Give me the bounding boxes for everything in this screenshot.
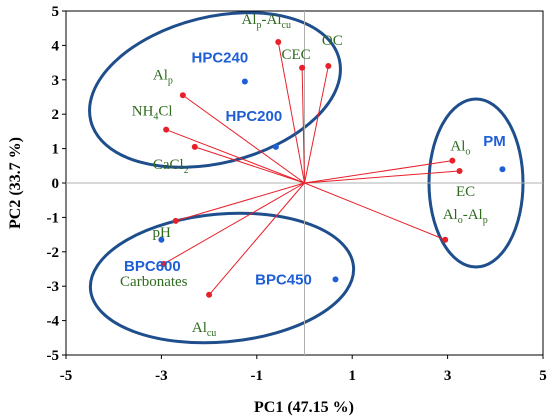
loading-point bbox=[275, 38, 282, 45]
loading-point bbox=[299, 64, 306, 71]
sample-label: BPC450 bbox=[255, 271, 312, 288]
loading-vector bbox=[304, 65, 329, 184]
loading-vector bbox=[163, 182, 305, 265]
y-tick-label: 2 bbox=[52, 107, 60, 123]
loading-point bbox=[442, 236, 449, 243]
loading-label: Alp-Alcu bbox=[242, 12, 291, 31]
y-tick-label: -2 bbox=[47, 245, 60, 261]
loading-label: NH4Cl bbox=[132, 104, 173, 123]
y-tick-label: 0 bbox=[52, 176, 60, 192]
loading-point bbox=[160, 260, 167, 267]
loading-label: pH bbox=[153, 225, 172, 241]
loading-label: Alo-Alp bbox=[443, 207, 488, 226]
sample-point bbox=[241, 78, 248, 85]
loading-point bbox=[206, 291, 213, 298]
x-tick-label: -3 bbox=[155, 368, 168, 384]
loading-point bbox=[449, 157, 456, 164]
loading-point bbox=[163, 126, 170, 133]
loading-vector bbox=[304, 170, 460, 184]
y-tick-label: -3 bbox=[47, 279, 60, 295]
loading-label: Alo bbox=[450, 139, 470, 158]
group-ellipse-bpc bbox=[88, 211, 356, 345]
sample-point bbox=[158, 236, 165, 243]
loading-point bbox=[172, 217, 179, 224]
loading-vector bbox=[301, 67, 305, 184]
y-tick-label: -5 bbox=[47, 348, 60, 364]
loading-point bbox=[325, 63, 332, 70]
y-tick-label: -1 bbox=[47, 210, 60, 226]
loading-label: Carbonates bbox=[120, 274, 188, 290]
x-tick-label: 1 bbox=[348, 368, 356, 384]
x-tick-label: -5 bbox=[60, 368, 73, 384]
sample-label: BPC600 bbox=[124, 258, 181, 275]
sample-point bbox=[272, 143, 279, 150]
loading-point bbox=[191, 143, 198, 150]
loading-vector bbox=[304, 160, 453, 184]
x-tick-label: 5 bbox=[539, 368, 547, 384]
y-tick-label: 1 bbox=[52, 142, 60, 158]
x-axis-label: PC1 (47.15 %) bbox=[254, 399, 354, 416]
loading-vector bbox=[304, 182, 446, 241]
y-tick-label: 5 bbox=[52, 4, 60, 20]
y-axis-label: PC2 (33.7 %) bbox=[7, 137, 24, 229]
group-ellipse-hpc bbox=[88, 11, 342, 169]
sample-label: PM bbox=[483, 133, 506, 150]
sample-label: HPC240 bbox=[192, 50, 249, 67]
loading-label: CaCl2 bbox=[153, 157, 189, 176]
loading-vector bbox=[165, 129, 305, 184]
loading-label: OC bbox=[322, 33, 343, 49]
loading-label: EC bbox=[456, 184, 475, 200]
loading-point bbox=[179, 92, 186, 99]
loading-label: Alcu bbox=[192, 320, 216, 339]
y-tick-label: 3 bbox=[52, 73, 60, 89]
y-tick-label: -4 bbox=[47, 314, 60, 330]
loading-vector bbox=[194, 146, 305, 184]
loading-label: Alp bbox=[153, 67, 173, 86]
sample-point bbox=[332, 276, 339, 283]
loading-vector bbox=[182, 94, 305, 184]
sample-point bbox=[499, 166, 506, 173]
sample-label: HPC200 bbox=[226, 108, 283, 125]
loading-label: CEC bbox=[282, 47, 311, 63]
loading-vector bbox=[277, 41, 305, 184]
x-tick-label: 3 bbox=[444, 368, 452, 384]
loading-point bbox=[456, 167, 463, 174]
y-tick-label: 4 bbox=[52, 38, 60, 54]
x-tick-label: -1 bbox=[251, 368, 264, 384]
loading-vector bbox=[208, 182, 305, 296]
loading-vector bbox=[175, 182, 305, 222]
